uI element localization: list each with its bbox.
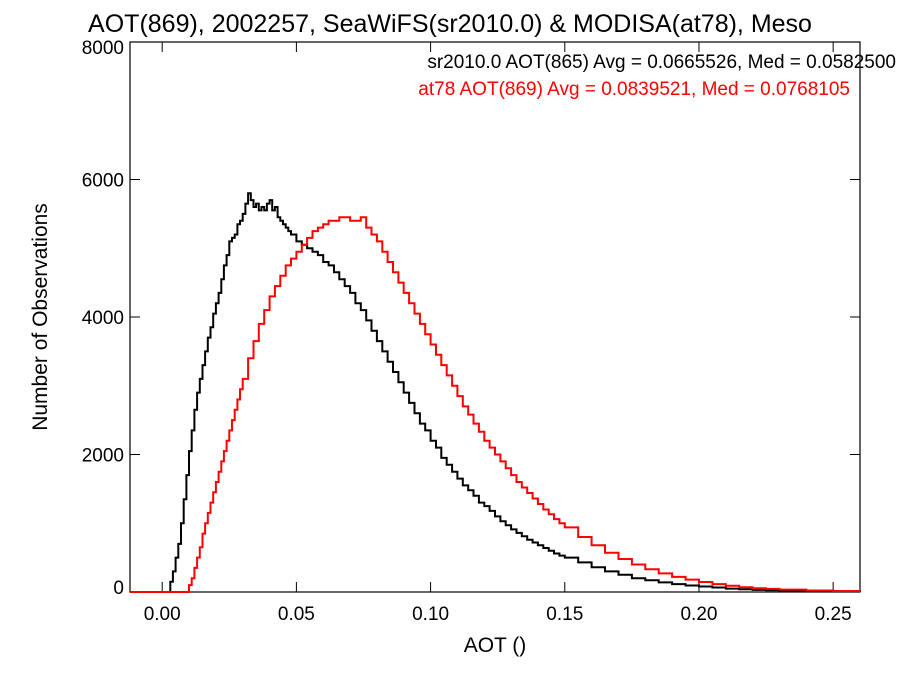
x-tick-label: 0.15 [546, 604, 583, 625]
y-tick-label: 4000 [82, 308, 124, 329]
series-layer [130, 192, 861, 593]
x-tick-label: 0.20 [680, 604, 717, 625]
x-tick-label: 0.25 [815, 604, 852, 625]
x-tick-label: 0.05 [278, 604, 315, 625]
annotation-at78: at78 AOT(869) Avg = 0.0839521, Med = 0.0… [418, 79, 850, 100]
x-axis: 0.00 0.05 0.10 0.15 0.20 0.25 [144, 42, 852, 625]
chart-title: AOT(869), 2002257, SeaWiFS(sr2010.0) & M… [88, 10, 812, 38]
y-tick-label: 8000 [82, 38, 124, 59]
series-at78-histogram [130, 216, 861, 593]
y-tick-label: 6000 [82, 171, 124, 192]
plot-frame [129, 41, 861, 593]
x-tick-label: 0.10 [412, 604, 449, 625]
y-tick-label: 0 [113, 578, 124, 599]
annotation-sr2010: sr2010.0 AOT(865) Avg = 0.0665526, Med =… [427, 52, 896, 73]
series-sr2010-histogram [130, 192, 861, 593]
annotation-layer: sr2010.0 AOT(865) Avg = 0.0665526, Med =… [418, 52, 896, 100]
y-axis-label: Number of Observations [29, 203, 52, 431]
y-tick-label: 2000 [82, 446, 124, 467]
x-axis-label: AOT () [464, 634, 527, 657]
x-tick-label: 0.00 [144, 604, 181, 625]
y-axis: 0 2000 4000 6000 8000 [82, 38, 860, 599]
